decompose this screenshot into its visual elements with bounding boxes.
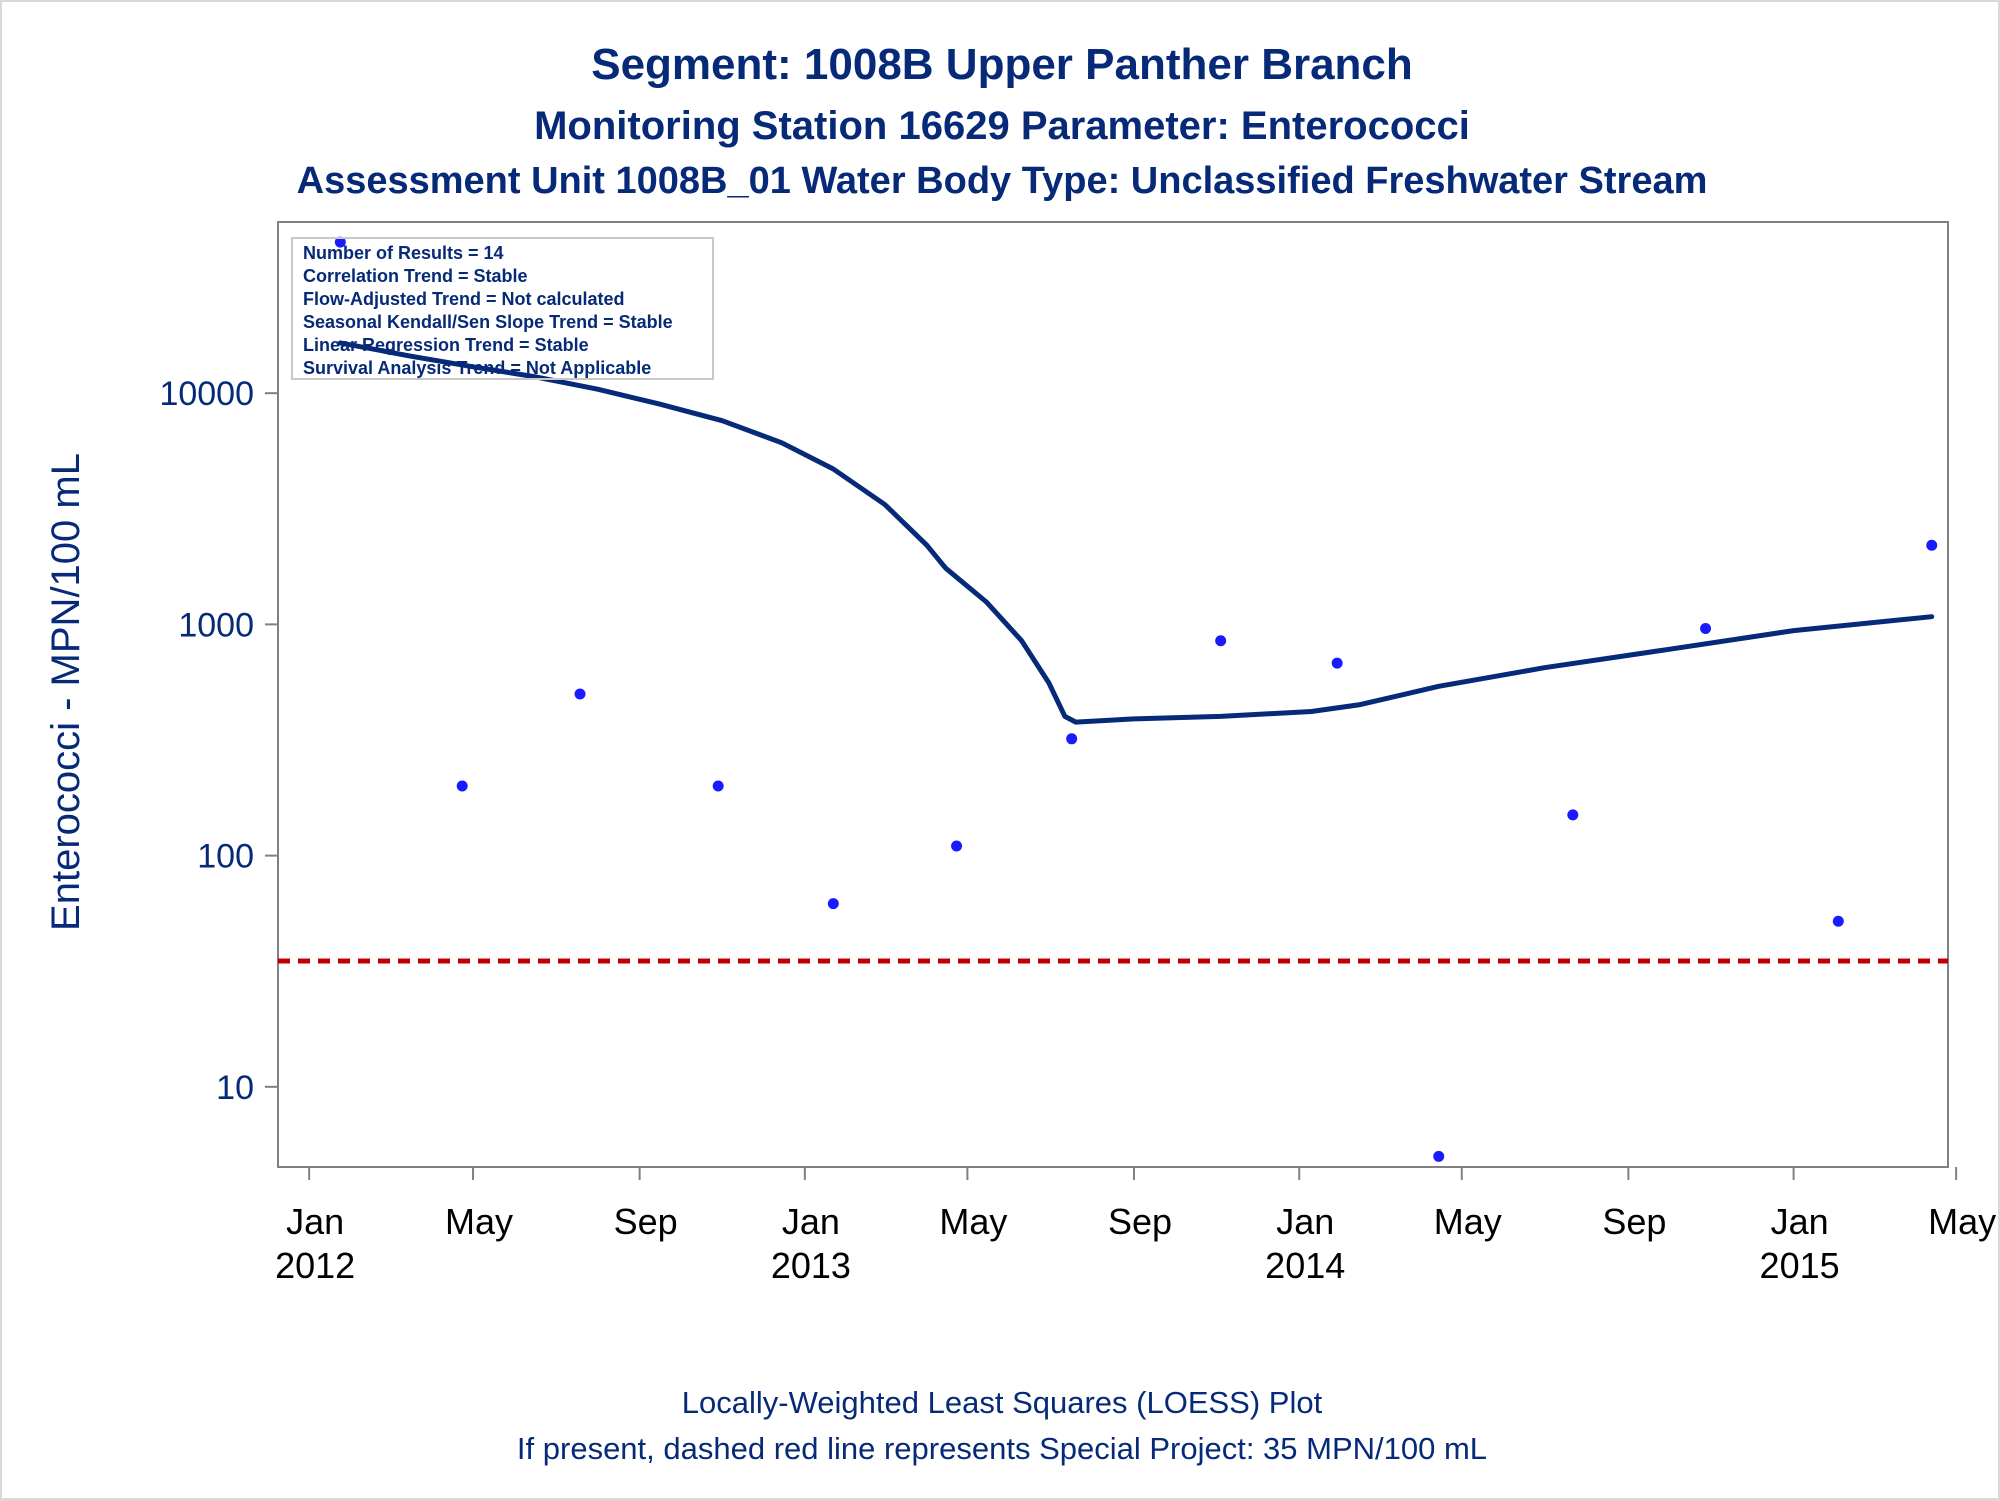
x-tick-label: Sep [1108, 1201, 1172, 1242]
loess-curve [337, 340, 1935, 725]
x-tick-label: May [939, 1201, 1007, 1242]
stats-line-correlation: Correlation Trend = Stable [303, 266, 528, 286]
y-axis: 10 100 1000 10000 [159, 375, 278, 1107]
data-points [334, 236, 1938, 1162]
stats-line-linear-regression: Linear Regression Trend = Stable [303, 335, 589, 355]
x-tick-label: Jan [1771, 1201, 1829, 1242]
data-point [712, 780, 724, 792]
stats-box-border [291, 237, 714, 380]
x-tick-year-label: 2012 [275, 1245, 355, 1286]
plot-area [277, 221, 1949, 1168]
footnote-reference-line: If present, dashed red line represents S… [517, 1431, 1487, 1466]
x-tick-label: Jan [1276, 1201, 1334, 1242]
data-point [1433, 1150, 1445, 1162]
y-tick-label: 100 [197, 838, 254, 876]
data-point [574, 688, 586, 700]
data-point [1215, 635, 1227, 647]
data-point [456, 780, 468, 792]
x-tick-label: May [1928, 1201, 1996, 1242]
data-point [1700, 622, 1712, 634]
trend-stats-box: Number of Results = 14 Correlation Trend… [291, 237, 714, 380]
data-point [1926, 539, 1938, 551]
x-tick-year-label: 2013 [771, 1245, 851, 1286]
data-point [1066, 733, 1078, 745]
x-tick-label: Jan [782, 1201, 840, 1242]
data-point [1832, 915, 1844, 927]
loess-layer [337, 340, 1935, 725]
stats-line-survival: Survival Analysis Trend = Not Applicable [303, 358, 651, 378]
x-tick-year-label: 2015 [1760, 1245, 1840, 1286]
x-tick-label: Jan [286, 1201, 344, 1242]
y-tick-label: 10000 [159, 375, 254, 413]
data-point [951, 840, 963, 852]
data-point [1567, 809, 1579, 821]
x-tick-label: May [1434, 1201, 1502, 1242]
stats-line-results: Number of Results = 14 [303, 243, 504, 263]
x-tick-label: May [445, 1201, 513, 1242]
chart-subtitle-2: Assessment Unit 1008B_01 Water Body Type… [297, 160, 1708, 202]
data-point [1331, 657, 1343, 669]
x-tick-label: Sep [1602, 1201, 1666, 1242]
x-tick-label: Sep [614, 1201, 678, 1242]
y-tick-label: 10 [216, 1069, 254, 1107]
stats-line-flow-adjusted: Flow-Adjusted Trend = Not calculated [303, 289, 625, 309]
chart-title: Segment: 1008B Upper Panther Branch [591, 40, 1413, 89]
chart-subtitle: Monitoring Station 16629 Parameter: Ente… [534, 104, 1470, 148]
data-point [334, 236, 346, 248]
data-point [827, 898, 839, 910]
y-axis-label: Enterococci - MPN/100 mL [44, 453, 88, 931]
footnote-loess: Locally-Weighted Least Squares (LOESS) P… [682, 1385, 1323, 1420]
y-tick-label: 1000 [178, 606, 254, 644]
x-tick-year-label: 2014 [1265, 1245, 1345, 1286]
stats-line-seasonal-kendall: Seasonal Kendall/Sen Slope Trend = Stabl… [303, 312, 673, 332]
